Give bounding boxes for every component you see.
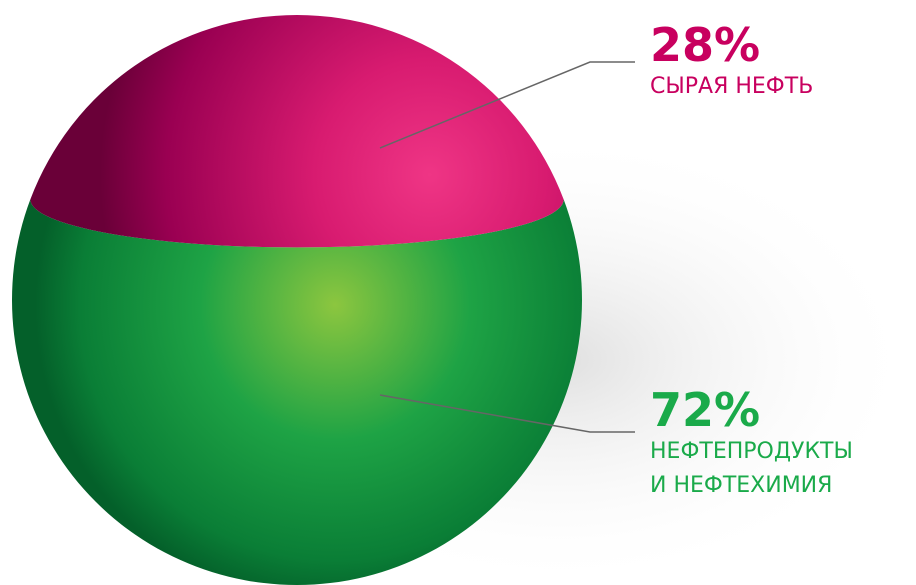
- category-label: НЕФТЕПРОДУКТЫ И НЕФТЕХИМИЯ: [650, 439, 853, 498]
- leader-line: [379, 394, 635, 433]
- value-label: 28%: [650, 18, 761, 72]
- sphere: [11, 15, 582, 585]
- leader-line: [379, 61, 635, 149]
- value-label: 72%: [650, 383, 761, 437]
- label: 72% НЕФТЕПРОДУКТЫ И НЕФТЕХИМИЯ: [650, 385, 853, 503]
- segment: [30, 15, 564, 248]
- segment: [11, 199, 582, 585]
- label: 28% СЫРАЯ НЕФТЬ: [650, 20, 813, 104]
- category-label: СЫРАЯ НЕФТЬ: [650, 74, 814, 99]
